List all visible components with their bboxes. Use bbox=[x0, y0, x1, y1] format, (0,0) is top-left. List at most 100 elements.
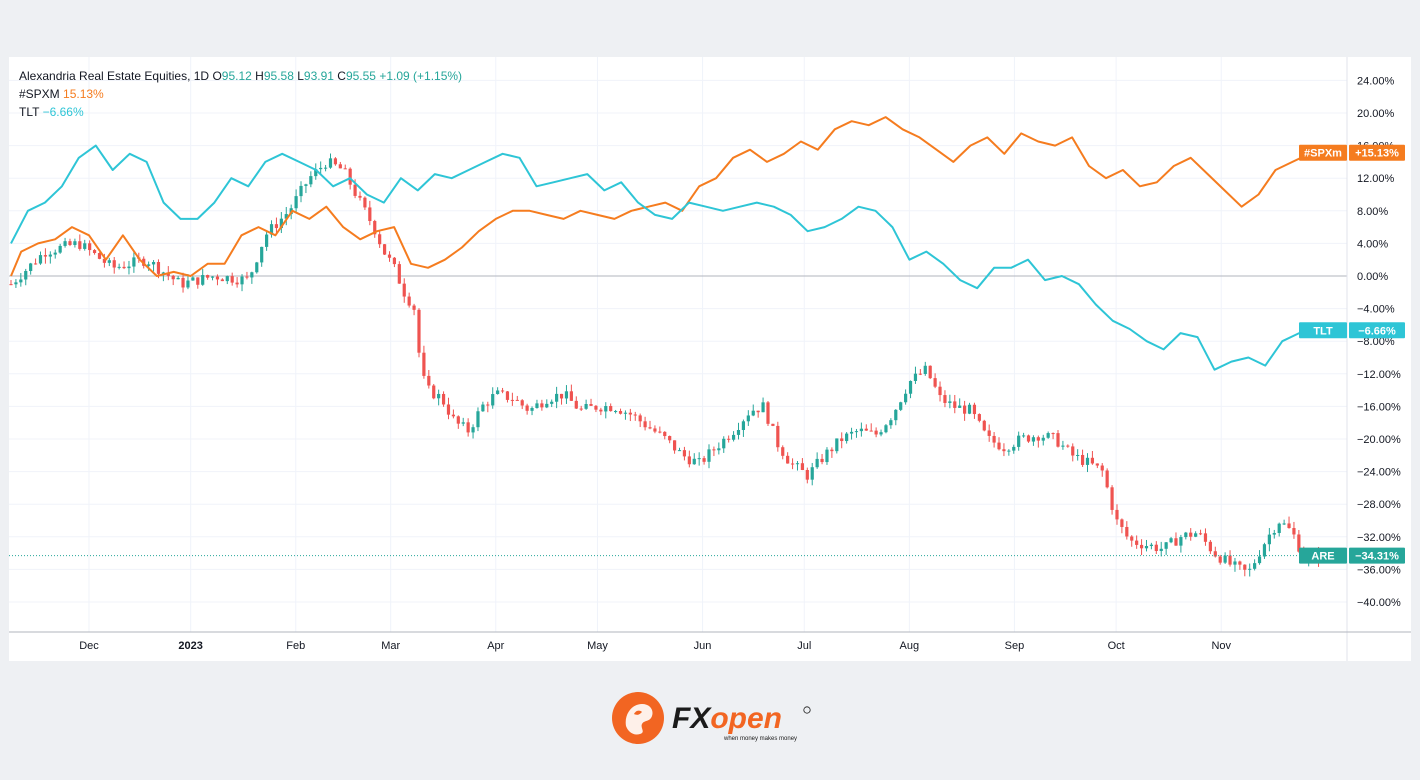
are-candle-body bbox=[397, 264, 401, 284]
are-candle-body bbox=[771, 423, 775, 426]
y-tick-label-10: −16.00% bbox=[1357, 401, 1401, 413]
are-candle-body bbox=[33, 263, 38, 265]
legend-symbol: Alexandria Real Estate Equities, 1D bbox=[19, 69, 210, 83]
are-candle-body bbox=[83, 243, 87, 249]
are-candle-body bbox=[122, 266, 126, 269]
are-candle-body bbox=[1198, 533, 1203, 535]
are-candle-body bbox=[456, 416, 460, 424]
are-candle-body bbox=[677, 450, 682, 452]
are-candle-body bbox=[540, 403, 544, 408]
are-name-badge-label: ARE bbox=[1311, 551, 1334, 563]
x-tick-label-5: May bbox=[587, 640, 608, 652]
are-candle-body bbox=[702, 458, 706, 462]
are-candle-body bbox=[918, 373, 922, 375]
are-candle-body bbox=[854, 431, 859, 433]
legend-spx-value: 15.13% bbox=[63, 87, 104, 101]
y-tick-label-4: 8.00% bbox=[1357, 206, 1388, 218]
are-candle-body bbox=[206, 275, 210, 278]
logo-wordmark: FXopen bbox=[672, 702, 782, 735]
spx-value-badge-label: +15.13% bbox=[1355, 148, 1399, 160]
x-tick-label-10: Oct bbox=[1108, 640, 1125, 652]
are-candle-body bbox=[323, 167, 328, 169]
are-candle-body bbox=[623, 412, 628, 414]
legend-low-label: L bbox=[297, 69, 304, 83]
are-candle-body bbox=[102, 258, 106, 263]
are-candle-body bbox=[496, 390, 500, 395]
are-candle-body bbox=[884, 425, 888, 433]
legend-change: +1.09 (+1.15%) bbox=[379, 69, 463, 83]
are-candle-body bbox=[441, 393, 446, 405]
are-candle-body bbox=[530, 407, 534, 411]
are-candle-body bbox=[594, 405, 598, 410]
are-candle-body bbox=[992, 435, 996, 443]
are-candle-body bbox=[820, 458, 824, 463]
are-candle-body bbox=[727, 438, 731, 440]
are-candle-body bbox=[402, 283, 406, 297]
are-candle-body bbox=[255, 262, 259, 273]
are-candle-body bbox=[1115, 509, 1119, 520]
are-candle-body bbox=[9, 284, 13, 286]
are-candle-body bbox=[446, 404, 451, 415]
are-candle-body bbox=[1002, 449, 1006, 452]
are-candle-body bbox=[481, 404, 485, 412]
logo-tagline: when money makes money bbox=[723, 736, 797, 742]
are-candle-body bbox=[668, 436, 672, 441]
are-candle-body bbox=[14, 282, 18, 285]
are-candle-body bbox=[1174, 538, 1178, 546]
are-candle-body bbox=[609, 406, 613, 412]
are-candle-body bbox=[908, 380, 913, 394]
are-candle-body bbox=[132, 257, 136, 267]
are-candle-body bbox=[407, 296, 411, 306]
are-candle-body bbox=[1149, 544, 1153, 547]
are-candle-body bbox=[368, 207, 372, 222]
are-candle-body bbox=[422, 352, 426, 376]
are-candle-body bbox=[304, 184, 308, 186]
are-candle-body bbox=[176, 277, 180, 280]
are-candle-body bbox=[520, 400, 524, 406]
x-tick-label-2: Feb bbox=[286, 640, 305, 652]
are-candle-body bbox=[171, 275, 175, 280]
are-candle-body bbox=[1213, 551, 1217, 557]
are-candle-body bbox=[1233, 561, 1237, 565]
are-candle-body bbox=[1189, 532, 1193, 537]
are-candle-body bbox=[358, 195, 362, 198]
are-candle-body bbox=[604, 406, 608, 412]
tlt-name-badge bbox=[1299, 322, 1347, 339]
are-candle-body bbox=[550, 401, 554, 404]
are-candle-body bbox=[938, 386, 942, 396]
are-candle-body bbox=[707, 449, 711, 462]
are-candle-body bbox=[1282, 523, 1286, 525]
are-candle-body bbox=[338, 164, 342, 169]
are-candle-body bbox=[500, 390, 505, 392]
y-tick-label-11: −20.00% bbox=[1357, 434, 1401, 446]
are-candle-body bbox=[741, 421, 746, 430]
are-candle-body bbox=[240, 276, 244, 285]
are-candle-body bbox=[1125, 526, 1129, 537]
are-candle-body bbox=[412, 305, 416, 310]
are-candle-body bbox=[1031, 437, 1036, 442]
are-candle-body bbox=[1228, 555, 1232, 565]
are-candle-body bbox=[319, 167, 323, 170]
are-candle-body bbox=[1090, 457, 1095, 464]
are-candle-body bbox=[19, 279, 23, 283]
are-candle-body bbox=[353, 184, 357, 196]
are-candle-body bbox=[382, 244, 387, 255]
are-candle-body bbox=[88, 243, 92, 251]
are-candle-body bbox=[515, 399, 519, 401]
are-candle-body bbox=[201, 275, 205, 285]
y-tick-label-14: −32.00% bbox=[1357, 532, 1401, 544]
y-tick-label-5: 4.00% bbox=[1357, 238, 1388, 250]
are-candle-body bbox=[250, 272, 254, 278]
are-value-badge bbox=[1349, 547, 1405, 564]
fxopen-logo: FXopen when money makes money bbox=[612, 692, 811, 744]
are-candle-body bbox=[800, 463, 804, 470]
are-candle-body bbox=[953, 401, 957, 408]
top-band bbox=[0, 0, 1420, 47]
are-candle-body bbox=[1085, 457, 1090, 465]
are-candle-body bbox=[373, 221, 377, 235]
legend-open: 95.12 bbox=[221, 69, 252, 83]
are-candle-body bbox=[1071, 446, 1075, 456]
are-candle-body bbox=[1135, 540, 1139, 545]
are-candle-body bbox=[638, 415, 642, 422]
are-candle-body bbox=[48, 254, 52, 257]
